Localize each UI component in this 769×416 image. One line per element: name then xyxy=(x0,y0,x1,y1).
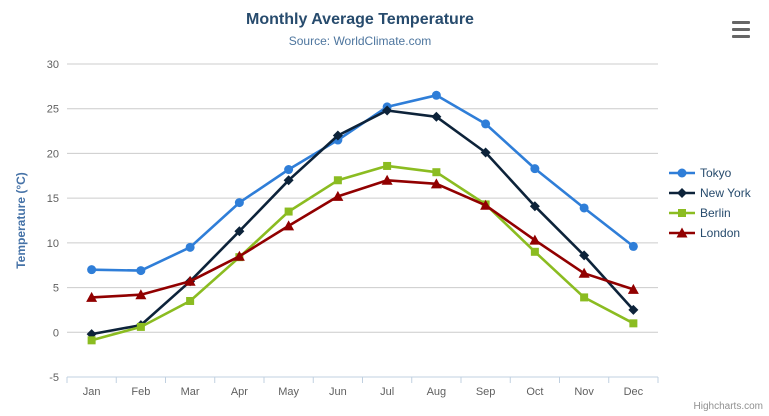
legend-item-new-york[interactable]: New York xyxy=(668,183,751,203)
y-axis-label: 20 xyxy=(47,148,59,160)
highcharts-credits-link[interactable]: Highcharts.com xyxy=(693,401,763,412)
series-marker-london[interactable] xyxy=(135,289,147,300)
series-marker-berlin[interactable] xyxy=(580,293,589,302)
series-marker-tokyo[interactable] xyxy=(284,165,294,175)
y-axis-label: 5 xyxy=(53,283,59,295)
series-marker-tokyo[interactable] xyxy=(530,164,540,174)
legend-item-label: London xyxy=(700,226,741,240)
series-marker-london[interactable] xyxy=(480,199,492,210)
x-axis-label: Feb xyxy=(131,386,150,398)
series-marker-berlin[interactable] xyxy=(136,322,145,331)
x-axis-label: Oct xyxy=(526,386,543,398)
series-marker-tokyo[interactable] xyxy=(87,265,97,275)
series-marker-new-york[interactable] xyxy=(480,147,491,158)
y-axis-title: Temperature (°C) xyxy=(14,172,28,269)
x-axis-label: Nov xyxy=(574,386,594,398)
series-marker-tokyo[interactable] xyxy=(628,241,638,251)
legend-item-tokyo[interactable]: Tokyo xyxy=(668,163,751,183)
series-marker-new-york[interactable] xyxy=(579,250,590,261)
hamburger-menu-icon xyxy=(732,21,750,38)
x-axis-label: May xyxy=(278,386,299,398)
series-marker-new-york[interactable] xyxy=(332,130,343,141)
legend-item-berlin[interactable]: Berlin xyxy=(668,203,751,223)
series-marker-london[interactable] xyxy=(283,220,295,231)
legend-item-label: New York xyxy=(700,186,751,200)
context-menu-button[interactable] xyxy=(732,21,752,38)
series-marker-berlin[interactable] xyxy=(530,247,539,256)
y-axis-label: 25 xyxy=(47,104,59,116)
series-marker-new-york[interactable] xyxy=(234,226,245,237)
series-marker-london[interactable] xyxy=(184,275,196,286)
legend-item-london[interactable]: London xyxy=(668,223,751,243)
series-marker-london[interactable] xyxy=(578,267,590,278)
legend-marker-diamond-icon xyxy=(669,188,695,198)
series-marker-berlin[interactable] xyxy=(333,176,342,185)
series-marker-new-york[interactable] xyxy=(431,111,442,122)
x-axis-label: Jun xyxy=(329,386,347,398)
legend-marker-triangle-icon xyxy=(669,227,695,238)
series-marker-berlin[interactable] xyxy=(186,296,195,305)
series-marker-tokyo[interactable] xyxy=(136,266,146,276)
legend-item-label: Berlin xyxy=(700,206,731,220)
legend-marker-square-icon xyxy=(669,209,695,217)
series-marker-london[interactable] xyxy=(529,234,541,245)
legend-marker-circle-icon xyxy=(669,168,695,178)
series-line-berlin xyxy=(90,164,635,342)
series-marker-tokyo[interactable] xyxy=(481,119,491,129)
series-marker-berlin[interactable] xyxy=(383,161,392,170)
x-axis-label: Dec xyxy=(624,386,644,398)
series-line-new-york xyxy=(90,109,635,336)
series-marker-berlin[interactable] xyxy=(87,336,96,345)
series-marker-london[interactable] xyxy=(627,283,639,294)
series-marker-london[interactable] xyxy=(381,174,393,185)
series-marker-berlin[interactable] xyxy=(432,168,441,177)
x-axis-label: Jul xyxy=(380,386,394,398)
x-axis-label: Mar xyxy=(181,386,200,398)
series-marker-new-york[interactable] xyxy=(628,304,639,315)
legend-item-label: Tokyo xyxy=(700,166,732,180)
chart-subtitle: Source: WorldClimate.com xyxy=(288,34,432,48)
x-axis-label: Sep xyxy=(476,386,496,398)
x-axis-label: Aug xyxy=(427,386,447,398)
y-axis-label: 30 xyxy=(47,59,59,71)
y-axis-label: -5 xyxy=(49,372,59,384)
series-marker-new-york[interactable] xyxy=(529,201,540,212)
series-marker-tokyo[interactable] xyxy=(579,203,589,213)
series-line-london xyxy=(90,179,635,299)
series-marker-london[interactable] xyxy=(332,190,344,201)
legend: Tokyo New York Berlin London xyxy=(668,163,751,243)
series-marker-berlin[interactable] xyxy=(629,319,638,328)
x-axis-label: Apr xyxy=(231,386,248,398)
series-marker-london[interactable] xyxy=(86,291,98,302)
series-marker-tokyo[interactable] xyxy=(234,198,244,208)
series-marker-berlin[interactable] xyxy=(284,207,293,216)
x-axis-label: Jan xyxy=(83,386,101,398)
series-marker-tokyo[interactable] xyxy=(431,90,441,100)
y-axis-label: 15 xyxy=(47,193,59,205)
chart-title: Monthly Average Temperature xyxy=(246,11,474,28)
series-marker-new-york[interactable] xyxy=(382,105,393,116)
series-marker-new-york[interactable] xyxy=(283,175,294,186)
series-marker-london[interactable] xyxy=(430,178,442,189)
y-axis-label: 10 xyxy=(47,238,59,250)
series-marker-london[interactable] xyxy=(233,250,245,261)
y-axis-label: 0 xyxy=(53,327,59,339)
series-marker-tokyo[interactable] xyxy=(185,242,195,252)
